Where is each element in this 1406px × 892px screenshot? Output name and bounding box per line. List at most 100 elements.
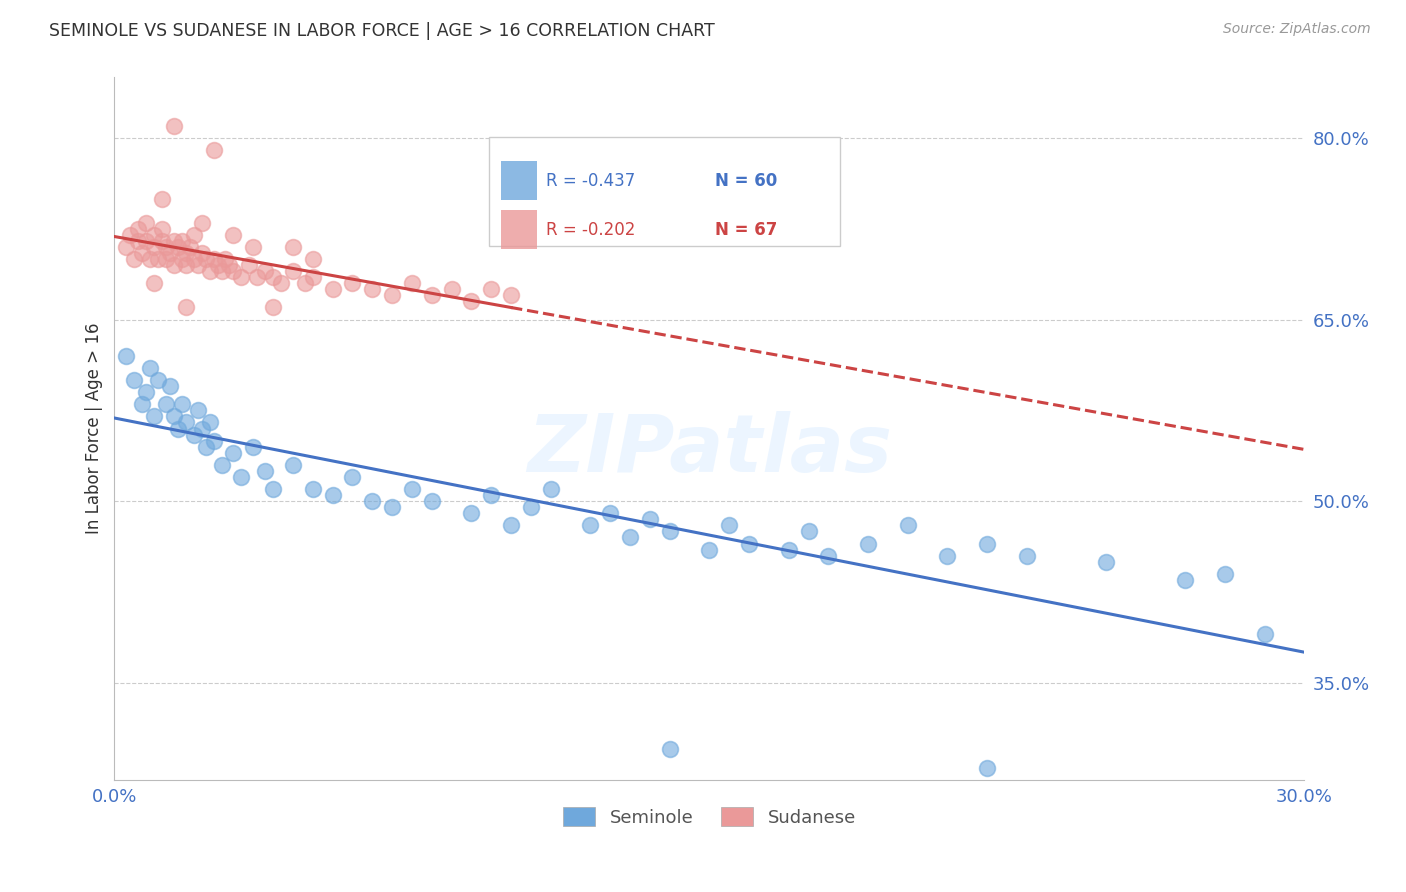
- Point: [281, 458, 304, 472]
- Point: [194, 252, 217, 266]
- Point: [342, 277, 364, 291]
- Point: [936, 549, 959, 563]
- Point: [115, 349, 138, 363]
- Point: [361, 494, 384, 508]
- Point: [440, 282, 463, 296]
- Point: [167, 240, 190, 254]
- Point: [460, 506, 482, 520]
- FancyBboxPatch shape: [501, 161, 537, 200]
- Point: [163, 258, 186, 272]
- Point: [797, 524, 820, 539]
- Point: [190, 216, 212, 230]
- Point: [246, 270, 269, 285]
- Point: [294, 277, 316, 291]
- Point: [479, 282, 502, 296]
- Point: [174, 258, 197, 272]
- Point: [262, 482, 284, 496]
- Point: [856, 536, 879, 550]
- Point: [211, 264, 233, 278]
- Point: [361, 282, 384, 296]
- Point: [222, 264, 245, 278]
- Point: [135, 385, 157, 400]
- Point: [167, 421, 190, 435]
- Point: [131, 397, 153, 411]
- Text: R = -0.202: R = -0.202: [547, 220, 636, 239]
- Point: [120, 227, 142, 242]
- Point: [1213, 566, 1236, 581]
- Point: [342, 470, 364, 484]
- Point: [501, 518, 523, 533]
- Point: [143, 227, 166, 242]
- Point: [322, 282, 344, 296]
- Point: [155, 397, 177, 411]
- Text: SEMINOLE VS SUDANESE IN LABOR FORCE | AGE > 16 CORRELATION CHART: SEMINOLE VS SUDANESE IN LABOR FORCE | AG…: [49, 22, 716, 40]
- Text: N = 60: N = 60: [716, 171, 778, 190]
- Point: [699, 542, 721, 557]
- Point: [579, 518, 602, 533]
- Point: [281, 240, 304, 254]
- Point: [159, 246, 181, 260]
- Point: [150, 234, 173, 248]
- Point: [183, 227, 205, 242]
- Point: [460, 294, 482, 309]
- Point: [738, 536, 761, 550]
- Point: [976, 536, 998, 550]
- Point: [127, 221, 149, 235]
- Point: [150, 221, 173, 235]
- Point: [658, 524, 681, 539]
- Point: [1095, 555, 1118, 569]
- Point: [479, 488, 502, 502]
- Point: [170, 397, 193, 411]
- Point: [135, 234, 157, 248]
- Point: [718, 518, 741, 533]
- Point: [540, 482, 562, 496]
- Point: [301, 252, 323, 266]
- Point: [159, 379, 181, 393]
- Point: [619, 531, 641, 545]
- Point: [163, 409, 186, 424]
- Point: [381, 500, 404, 515]
- Point: [262, 270, 284, 285]
- Point: [183, 427, 205, 442]
- Point: [420, 494, 443, 508]
- Point: [420, 288, 443, 302]
- Point: [143, 240, 166, 254]
- Point: [179, 240, 201, 254]
- Text: R = -0.437: R = -0.437: [547, 171, 636, 190]
- Point: [778, 542, 800, 557]
- Point: [135, 216, 157, 230]
- Point: [127, 234, 149, 248]
- Point: [183, 252, 205, 266]
- Point: [214, 252, 236, 266]
- Point: [163, 119, 186, 133]
- Point: [131, 246, 153, 260]
- Text: ZIPatlas: ZIPatlas: [527, 410, 891, 489]
- Legend: Seminole, Sudanese: Seminole, Sudanese: [555, 800, 863, 834]
- Point: [897, 518, 920, 533]
- Point: [170, 252, 193, 266]
- Text: N = 67: N = 67: [716, 220, 778, 239]
- Point: [170, 234, 193, 248]
- Point: [174, 246, 197, 260]
- Point: [254, 264, 277, 278]
- Point: [501, 288, 523, 302]
- Point: [202, 434, 225, 448]
- Point: [115, 240, 138, 254]
- Point: [202, 143, 225, 157]
- Point: [150, 192, 173, 206]
- Point: [202, 252, 225, 266]
- Point: [976, 760, 998, 774]
- Point: [198, 264, 221, 278]
- Point: [238, 258, 260, 272]
- Point: [401, 277, 423, 291]
- Point: [301, 270, 323, 285]
- Point: [163, 234, 186, 248]
- Point: [242, 240, 264, 254]
- Point: [122, 373, 145, 387]
- Point: [242, 440, 264, 454]
- Point: [122, 252, 145, 266]
- Point: [207, 258, 229, 272]
- Point: [270, 277, 292, 291]
- Point: [139, 252, 162, 266]
- Point: [222, 227, 245, 242]
